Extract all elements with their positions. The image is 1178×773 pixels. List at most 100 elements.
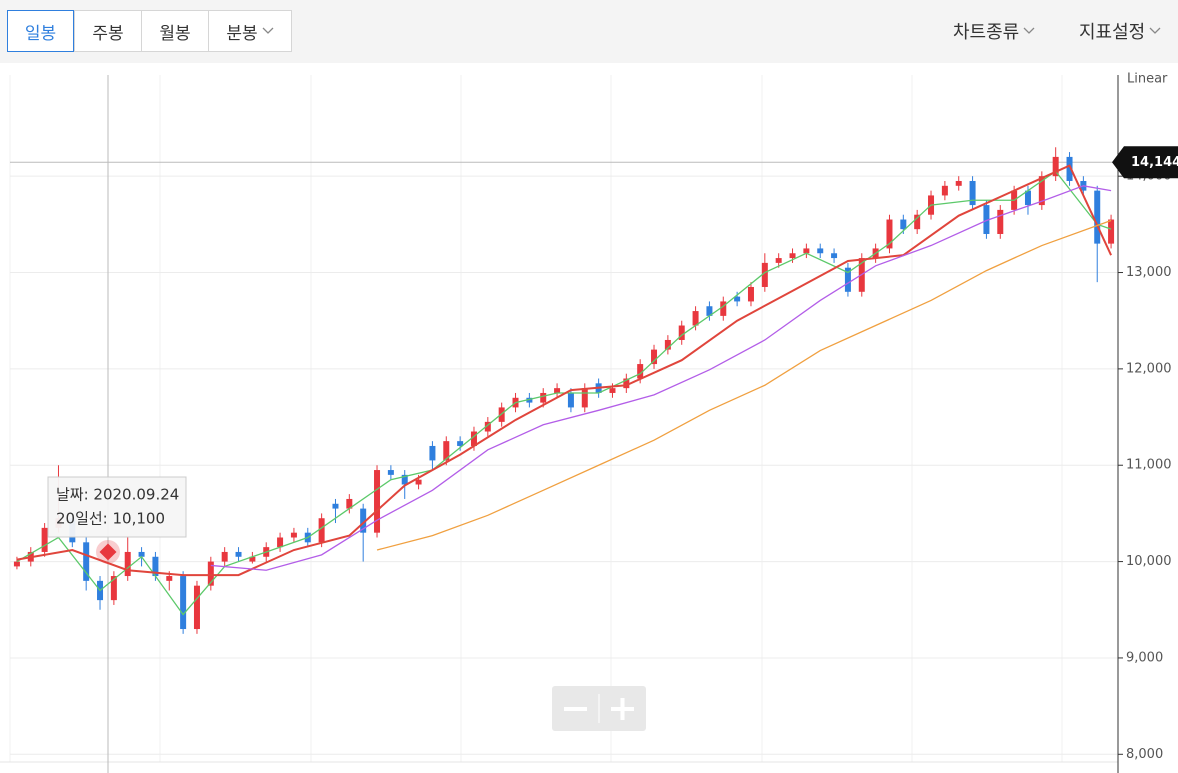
- tab-label: 분봉: [226, 23, 258, 44]
- candle-body: [13, 561, 20, 567]
- candle-body: [387, 470, 394, 475]
- candle-body: [374, 470, 381, 533]
- candle-body: [886, 219, 893, 249]
- candle-body: [166, 576, 173, 581]
- candle-body: [554, 388, 561, 393]
- tooltip-line: 날짜: 2020.09.24: [56, 486, 179, 504]
- candle-body: [83, 542, 90, 581]
- tab[interactable]: 일봉: [7, 10, 74, 52]
- candle-body: [110, 576, 117, 601]
- candle-body: [526, 397, 533, 403]
- candle-body: [983, 205, 990, 234]
- candle-body: [457, 441, 464, 446]
- candle-body: [678, 325, 685, 340]
- menu[interactable]: 차트종류: [953, 18, 1035, 44]
- candle-body: [609, 388, 616, 393]
- candle-body: [221, 551, 228, 562]
- candle-body: [235, 551, 242, 557]
- candle-body: [567, 392, 574, 408]
- candle-body: [803, 248, 810, 254]
- candle-body: [997, 209, 1004, 234]
- candle-body: [1108, 219, 1115, 244]
- candle-body: [1066, 156, 1073, 181]
- candle-body: [415, 479, 422, 485]
- candle-body: [955, 180, 962, 186]
- menu-label: 차트종류: [953, 22, 1020, 43]
- candle-body: [332, 503, 339, 509]
- y-tick-label: 12,000: [1126, 361, 1172, 376]
- candle-body: [789, 253, 796, 259]
- moving-average: [16, 164, 1112, 577]
- tooltip-line: 20일선: 10,100: [56, 510, 165, 528]
- candle-body: [664, 339, 671, 350]
- candle-body: [706, 306, 713, 316]
- chevron: [1023, 27, 1035, 34]
- candle-body: [124, 551, 131, 577]
- chevron: [1149, 27, 1161, 34]
- candle-body: [346, 498, 353, 509]
- candle-body: [1094, 190, 1101, 244]
- y-tick-label: 8,000: [1126, 747, 1163, 762]
- moving-average: [16, 170, 1112, 616]
- candle-body: [692, 311, 699, 326]
- candle-body: [817, 248, 824, 254]
- tooltip-point: [99, 543, 117, 561]
- candle-body: [540, 392, 547, 403]
- candle-body: [969, 180, 976, 206]
- candle-body: [941, 185, 948, 196]
- candle-body: [318, 518, 325, 543]
- menu[interactable]: 지표설정: [1079, 18, 1161, 44]
- toolbar: 일봉 주봉 월봉 분봉 차트종류 지표설정: [0, 0, 1178, 63]
- tab[interactable]: 분봉: [208, 11, 291, 51]
- candle-body: [249, 556, 256, 562]
- candle-body: [401, 474, 408, 485]
- candle-body: [1052, 156, 1059, 177]
- candle-body: [207, 561, 214, 586]
- tab[interactable]: 월봉: [141, 11, 208, 51]
- candle-body: [429, 445, 436, 461]
- candle-body: [900, 219, 907, 230]
- candle-body: [470, 431, 477, 446]
- candle-body: [637, 364, 644, 379]
- price-tag-bg: [1112, 146, 1178, 179]
- tooltip-box: [47, 476, 187, 538]
- candle-body: [193, 585, 200, 630]
- scale-label: Linear: [1127, 72, 1168, 87]
- y-tick-label: 11,000: [1126, 458, 1172, 473]
- candle-body: [831, 253, 838, 259]
- moving-average: [210, 185, 1112, 571]
- y-tick-label: 9,000: [1126, 650, 1163, 665]
- candle-body: [734, 296, 741, 302]
- y-tick-label: 10,000: [1126, 554, 1172, 569]
- candle-body: [41, 527, 48, 552]
- candle-body: [360, 508, 367, 533]
- candle-body: [651, 349, 658, 365]
- candle-body: [180, 576, 187, 630]
- candle-body: [152, 556, 159, 577]
- candle-body: [443, 441, 450, 461]
- candle-body: [581, 388, 588, 408]
- candle-body: [914, 214, 921, 230]
- candle-body: [484, 421, 491, 432]
- chevron: [262, 27, 274, 34]
- price-tag-label: 14,144: [1131, 155, 1178, 170]
- moving-average: [376, 219, 1112, 551]
- candle-body: [1038, 176, 1045, 206]
- menu-label: 지표설정: [1079, 22, 1146, 43]
- candle-body: [775, 258, 782, 263]
- zoom-control[interactable]: [552, 686, 646, 731]
- candle-body: [844, 267, 851, 292]
- candle-body: [720, 301, 727, 316]
- candle-body: [1024, 190, 1031, 206]
- candle-body: [290, 532, 297, 538]
- candle-body: [623, 378, 630, 389]
- candle-body: [138, 551, 145, 557]
- candle-body: [761, 262, 768, 287]
- candle-body: [747, 286, 754, 302]
- tab[interactable]: 주봉: [74, 11, 141, 51]
- period-tabs: 일봉 주봉 월봉 분봉: [7, 10, 292, 52]
- y-tick-label: 13,000: [1126, 265, 1172, 280]
- candle-body: [277, 537, 284, 548]
